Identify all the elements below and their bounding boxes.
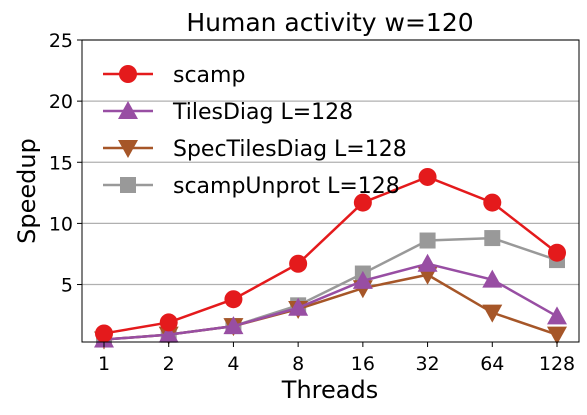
- legend: scamp TilesDiag L=128 SpecTilesDiag L=128 s…: [103, 63, 407, 199]
- y-axis-label: Speedup: [13, 138, 41, 244]
- x-tick-label-4: 4: [227, 353, 239, 375]
- x-tick-label-32: 32: [415, 353, 439, 375]
- y-tick-label-5: 5: [61, 275, 73, 297]
- x-tick-label-64: 64: [480, 353, 504, 375]
- x-tick-label-2: 2: [163, 353, 175, 375]
- series-1-point-2: [160, 313, 178, 331]
- x-tick-label-128: 128: [539, 353, 575, 375]
- legend-label-4: scampUnprot L=128: [173, 174, 400, 199]
- series-4-point-64: [484, 230, 500, 246]
- series-1-point-64: [483, 194, 501, 212]
- series-1-point-4: [224, 290, 242, 308]
- legend-entry-1: scamp: [103, 63, 245, 88]
- y-tick-label-15: 15: [49, 152, 73, 174]
- legend-label-3: SpecTilesDiag L=128: [173, 137, 407, 162]
- grid: [82, 40, 579, 285]
- series-1-point-1: [95, 324, 113, 342]
- legend-label-2: TilesDiag L=128: [172, 100, 353, 125]
- y-tick-label-20: 20: [49, 91, 73, 113]
- y-tick-label-10: 10: [49, 213, 73, 235]
- x-axis: 1 2 4 8 16 32 64 128: [98, 342, 575, 375]
- legend-entry-4: scampUnprot L=128: [103, 174, 400, 199]
- legend-label-1: scamp: [173, 63, 245, 88]
- series-2-point-32: [418, 254, 438, 272]
- series-2-point-128: [547, 306, 567, 324]
- legend-marker-4: [120, 177, 136, 193]
- y-tick-label-25: 25: [49, 30, 73, 52]
- series-1-point-128: [548, 244, 566, 262]
- series-2: [94, 254, 567, 348]
- series-3-point-64: [482, 305, 502, 323]
- legend-entry-3: SpecTilesDiag L=128: [103, 137, 407, 162]
- legend-marker-1: [119, 65, 137, 83]
- y-axis: 5 10 15 20 25: [49, 30, 82, 297]
- x-tick-label-16: 16: [351, 353, 375, 375]
- series-1-point-8: [289, 255, 307, 273]
- x-tick-label-1: 1: [98, 353, 110, 375]
- series-1-point-32: [419, 168, 437, 186]
- x-axis-label: Threads: [281, 376, 378, 404]
- x-tick-label-8: 8: [292, 353, 304, 375]
- chart-title: Human activity w=120: [186, 8, 473, 37]
- legend-entry-2: TilesDiag L=128: [103, 100, 353, 125]
- series-4-point-32: [420, 233, 436, 249]
